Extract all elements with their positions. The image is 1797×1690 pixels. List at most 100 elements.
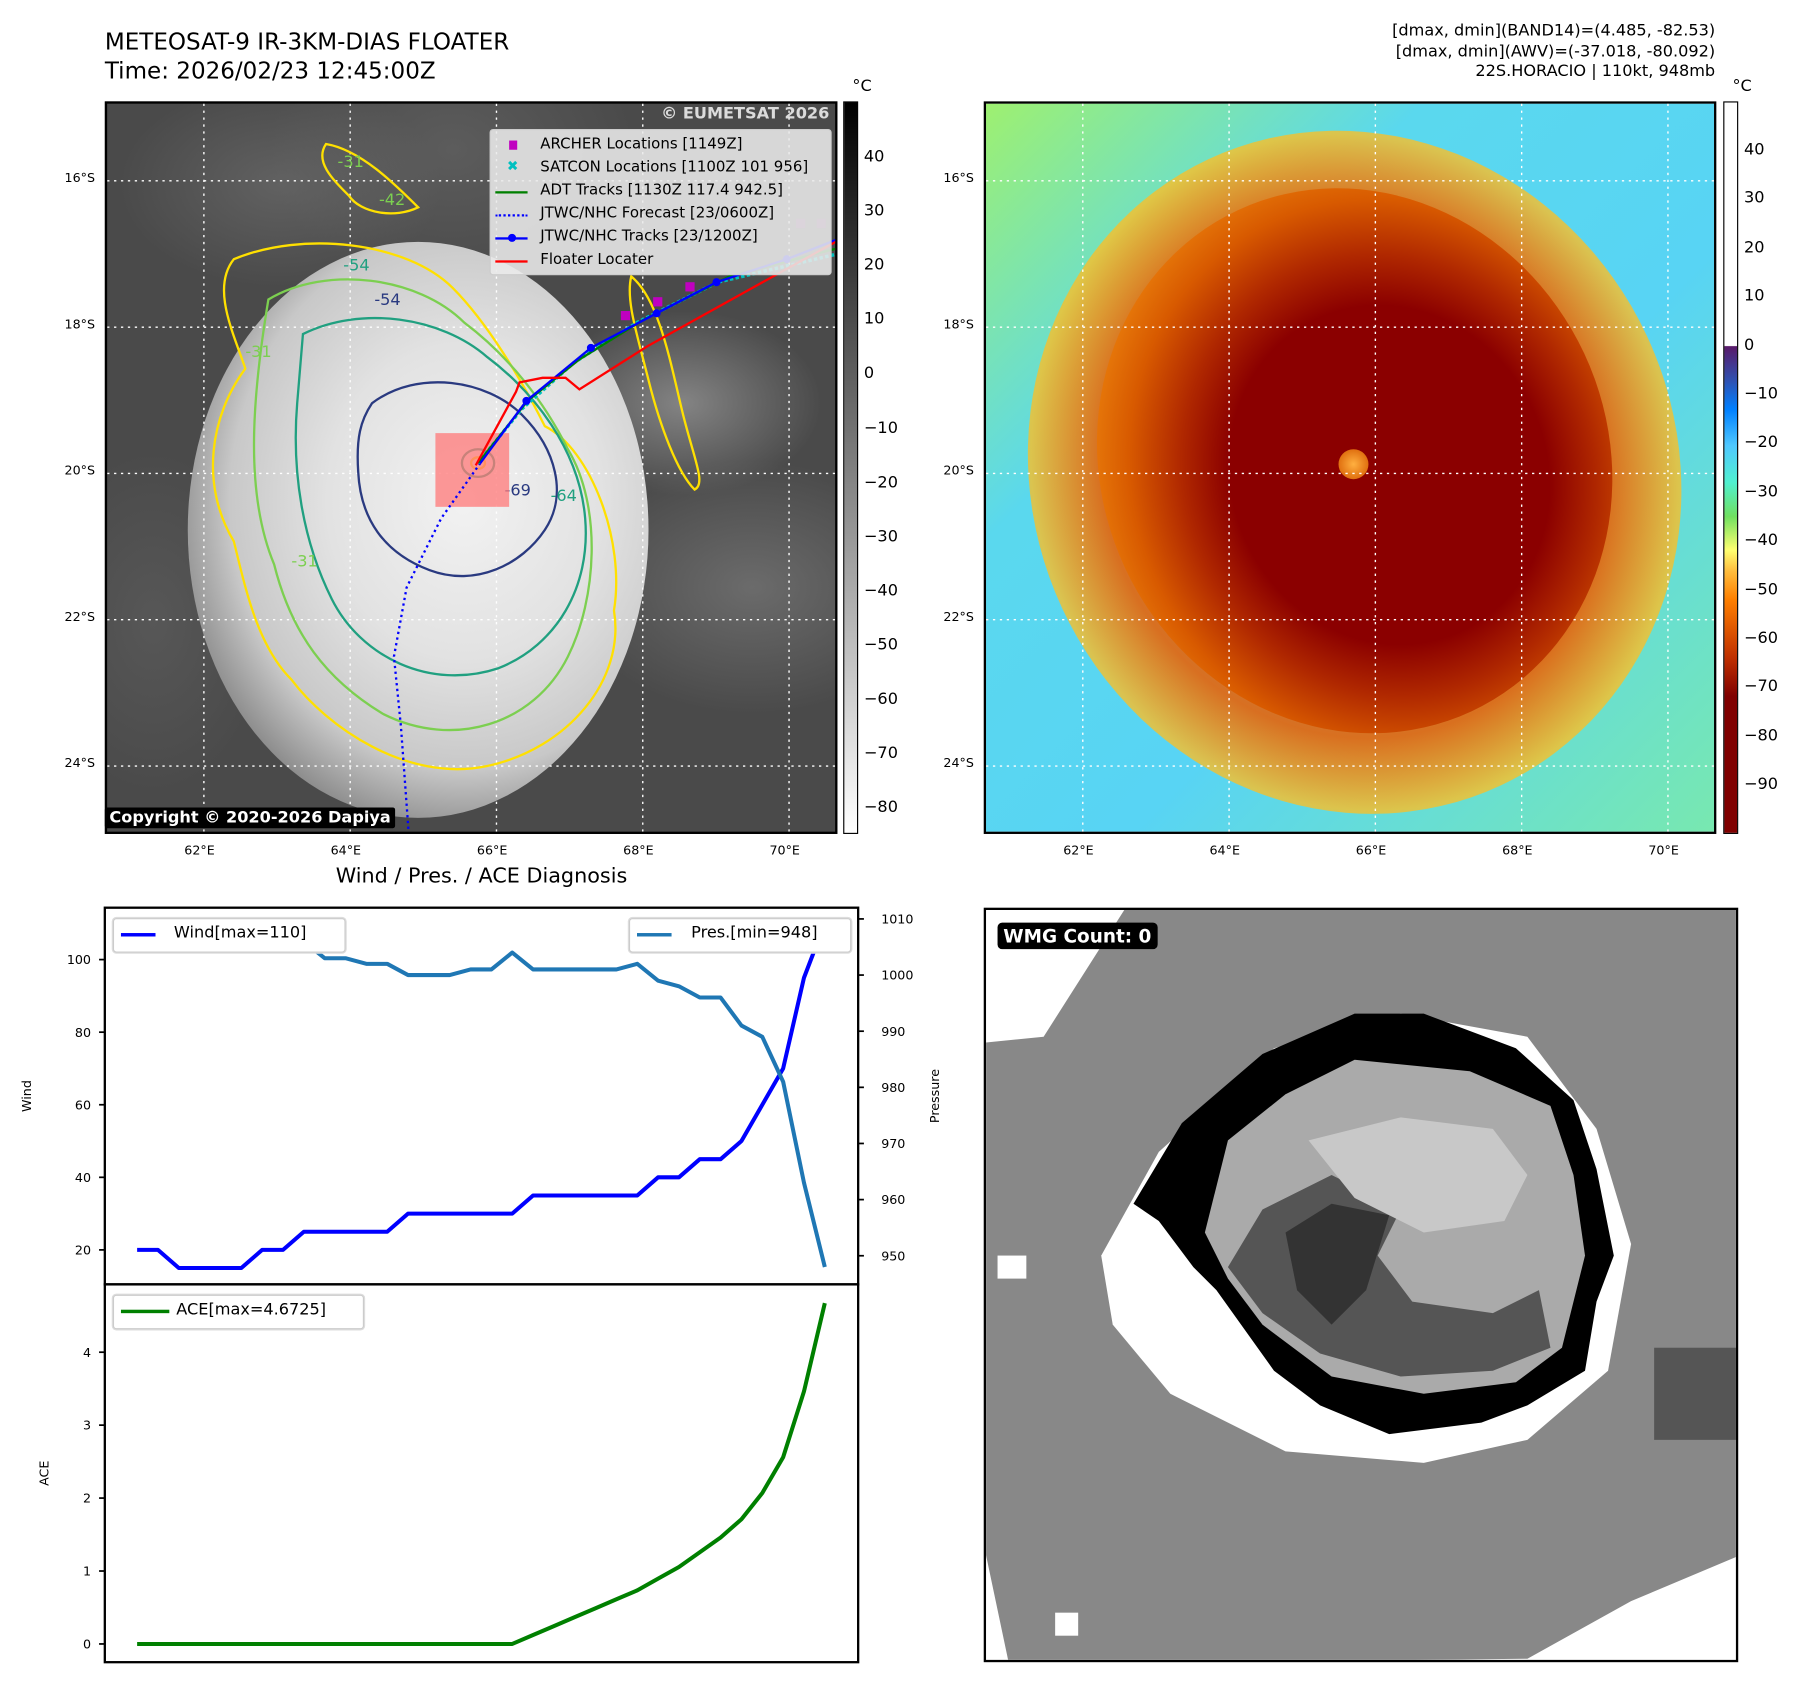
copyright-label: Copyright © 2020-2026 Dapiya (104, 807, 396, 829)
contour-yellow (211, 242, 618, 771)
lon-label: 70°E (1648, 843, 1679, 859)
colorbar-tick-label: −70 (1743, 677, 1779, 697)
contour-labels: -54 -54 -64 -69 -31 -31 -31 -42 (245, 152, 577, 571)
colorbar-unit: °C (1732, 77, 1752, 96)
colorbar-tick-label: −10 (1743, 384, 1779, 404)
lon-label: 64°E (1209, 843, 1240, 859)
map-legend: ARCHER Locations [1149Z] ✖ SATCON Locatio… (489, 129, 832, 276)
lon-label: 68°E (1502, 843, 1533, 859)
y-tick-label: 960 (881, 1192, 905, 1207)
colorbar-tick-label: 20 (1743, 238, 1765, 257)
wmg-grid (986, 910, 1736, 1660)
dotted-line-icon (495, 214, 528, 217)
x-marker-icon: ✖ (506, 157, 519, 174)
lon-label: 62°E (184, 843, 215, 859)
colorbar-tick-label: −30 (863, 527, 898, 546)
y-axis-label: ACE (36, 1461, 51, 1486)
y-tick-label: 1010 (881, 912, 913, 927)
y-tick-label: 2 (83, 1491, 91, 1506)
square-marker-icon (509, 140, 518, 150)
dot-icon (507, 233, 517, 242)
wmg-panel (983, 907, 1739, 1663)
lat-label: 16°S (64, 170, 96, 186)
ace-series-line (137, 1302, 827, 1646)
wmg-light-core (1308, 1117, 1528, 1233)
lat-label: 16°S (943, 170, 974, 186)
colorbar-tick-label: 30 (863, 201, 885, 221)
contour-label: -54 (343, 256, 369, 275)
lon-label: 68°E (623, 843, 654, 859)
colorbar-tick-label: 0 (863, 364, 875, 383)
figure-title: METEOSAT-9 IR-3KM-DIAS FLOATER Time: 202… (105, 28, 509, 86)
y-tick-label: 3 (83, 1418, 91, 1433)
lat-label: 24°S (943, 755, 974, 771)
floater-box (435, 433, 510, 507)
colorbar-tick-label: 20 (863, 255, 885, 275)
colorbar-tick-label: 30 (1743, 189, 1765, 208)
y-tick-label: 20 (75, 1243, 91, 1258)
lon-label: 62°E (1063, 843, 1094, 859)
y-tick-label: 980 (881, 1080, 905, 1095)
y-tick-label: 4 (83, 1345, 91, 1360)
y-axis-label: Pressure (927, 1069, 942, 1123)
awv-range: [dmax, dmin](AWV)=(-37.018, -80.092) (1395, 42, 1716, 61)
y-tick-label: 40 (75, 1170, 91, 1185)
lat-label: 18°S (943, 316, 974, 332)
wmg-cell (1055, 1612, 1079, 1636)
y-tick-label: 1 (83, 1564, 91, 1579)
ir-overlay: -54 -54 -64 -69 -31 -31 -31 -42 (107, 103, 836, 832)
wmg-dark-patch (1285, 1203, 1390, 1325)
wind-pressure-axes (103, 906, 860, 1286)
y-axis-label: Wind (19, 1080, 34, 1112)
color-colorbar (1723, 101, 1739, 834)
band14-range: [dmax, dmin](BAND14)=(4.485, -82.53) (1392, 21, 1716, 41)
contours (211, 142, 701, 771)
lat-label: 18°S (64, 316, 96, 332)
colorbar-tick-label: −60 (863, 689, 898, 709)
colorbar-tick-label: 10 (1743, 287, 1765, 306)
colorbar-tick-label: −70 (863, 744, 898, 763)
y-tick-label: 990 (881, 1024, 905, 1039)
legend-label: Floater Locater (540, 251, 654, 269)
storm-info: 22S.HORACIO | 110kt, 948mb (1475, 62, 1716, 81)
lat-label: 20°S (943, 463, 974, 479)
color-enhanced-map (983, 101, 1717, 834)
wmg-cell (1654, 1347, 1736, 1440)
legend-label: Pres.[min=948] (691, 923, 818, 943)
colorbar-tick-label: −40 (863, 581, 898, 600)
colorbar-tick-label: −80 (863, 798, 898, 817)
colorbar-tick-label: −10 (863, 418, 898, 438)
time-label: Time: 2026/02/23 12:45:00Z (104, 56, 436, 85)
contour-yellow-north (321, 142, 421, 215)
line-icon (495, 260, 528, 263)
lat-label: 22°S (943, 609, 974, 625)
y-tick-label: 80 (75, 1025, 91, 1040)
y-tick-label: 1000 (881, 968, 913, 983)
colorbar-tick-label: 40 (863, 147, 885, 166)
colorbar-tick-label: −30 (1743, 482, 1779, 501)
y-tick-label: 0 (83, 1637, 91, 1652)
pressure-legend: Pres.[min=948] (628, 918, 852, 953)
line-icon (120, 933, 156, 937)
contour-label: -69 (505, 480, 531, 499)
lat-label: 24°S (64, 755, 96, 771)
ace-axes (103, 1283, 860, 1664)
y-tick-label: 970 (881, 1136, 905, 1151)
legend-label: Wind[max=110] (173, 923, 307, 943)
colorbar-tick-label: −50 (1743, 580, 1779, 599)
colorbar-tick-label: −20 (1743, 433, 1779, 452)
graticule (986, 103, 1715, 832)
colorbar-tick-label: −80 (1743, 726, 1779, 746)
y-tick-label: 60 (75, 1097, 91, 1112)
contour-label: -42 (379, 190, 405, 209)
contour-label: -31 (291, 552, 317, 571)
contour-teal (294, 316, 587, 677)
contour-navy (356, 381, 558, 578)
ir-colorbar (843, 101, 859, 834)
colorbar-tick-label: 0 (1743, 335, 1755, 355)
lat-label: 20°S (64, 463, 96, 479)
floater-locater-track (474, 240, 836, 466)
contour-label: -54 (374, 290, 400, 309)
lon-label: 64°E (330, 843, 362, 859)
